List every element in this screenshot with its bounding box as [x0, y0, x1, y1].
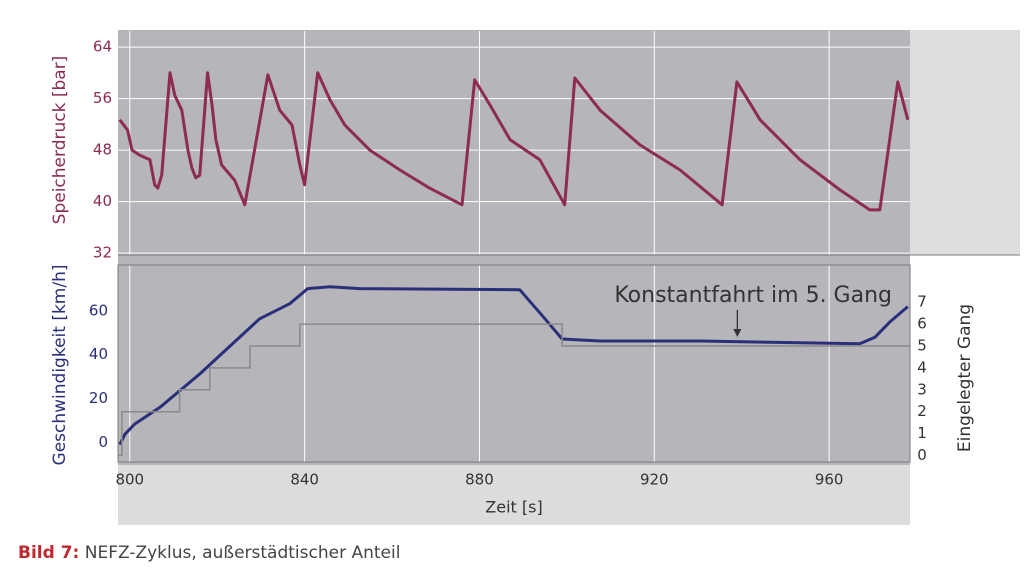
x-tick-label: 880 — [465, 471, 494, 489]
annotation-arrowhead — [733, 328, 742, 337]
y-tick-label: 64 — [93, 38, 112, 56]
grid — [118, 31, 910, 462]
y2-tick-label: 4 — [917, 358, 927, 376]
speed-line — [118, 285, 909, 446]
caption-label: Bild 7: — [18, 543, 79, 563]
caption: Bild 7: NEFZ-Zyklus, außerstädtischer An… — [18, 543, 400, 563]
x-tick-label: 840 — [290, 471, 319, 489]
bottom-frame — [117, 264, 911, 463]
side-panel — [910, 30, 1020, 255]
y-tick-label: 32 — [93, 244, 112, 262]
pressure-line — [118, 71, 910, 212]
y2-tick-label: 6 — [917, 315, 927, 333]
y-tick-label: 0 — [98, 433, 108, 451]
y-tick-label: 60 — [89, 301, 108, 319]
y2-tick-label: 3 — [917, 380, 927, 398]
y-axis-label: Speicherdruck [bar] — [50, 56, 70, 225]
y-tick-label: 40 — [89, 345, 108, 363]
y2-tick-label: 7 — [917, 293, 927, 311]
x-tick-label: 960 — [815, 471, 844, 489]
gear-line — [118, 323, 910, 457]
y2-axis-label: Eingelegter Gang — [955, 304, 975, 452]
x-axis-label: Zeit [s] — [485, 498, 542, 517]
y-tick-label: 40 — [93, 192, 112, 210]
y2-tick-label: 5 — [917, 336, 927, 354]
y-tick-label: 56 — [93, 89, 112, 107]
caption-text: NEFZ-Zyklus, außerstädtischer Anteil — [85, 543, 401, 563]
y2-tick-label: 1 — [917, 424, 927, 442]
x-axis-band — [118, 465, 910, 525]
y-axis-label: Geschwindigkeit [km/h] — [50, 265, 70, 466]
y-tick-label: 48 — [93, 141, 112, 159]
y2-tick-label: 2 — [917, 402, 927, 420]
x-tick-label: 800 — [115, 471, 144, 489]
annotation: Konstantfahrt im 5. Gang — [614, 283, 892, 308]
x-tick-label: 920 — [640, 471, 669, 489]
y2-tick-label: 0 — [917, 446, 927, 464]
y-tick-label: 20 — [89, 389, 108, 407]
